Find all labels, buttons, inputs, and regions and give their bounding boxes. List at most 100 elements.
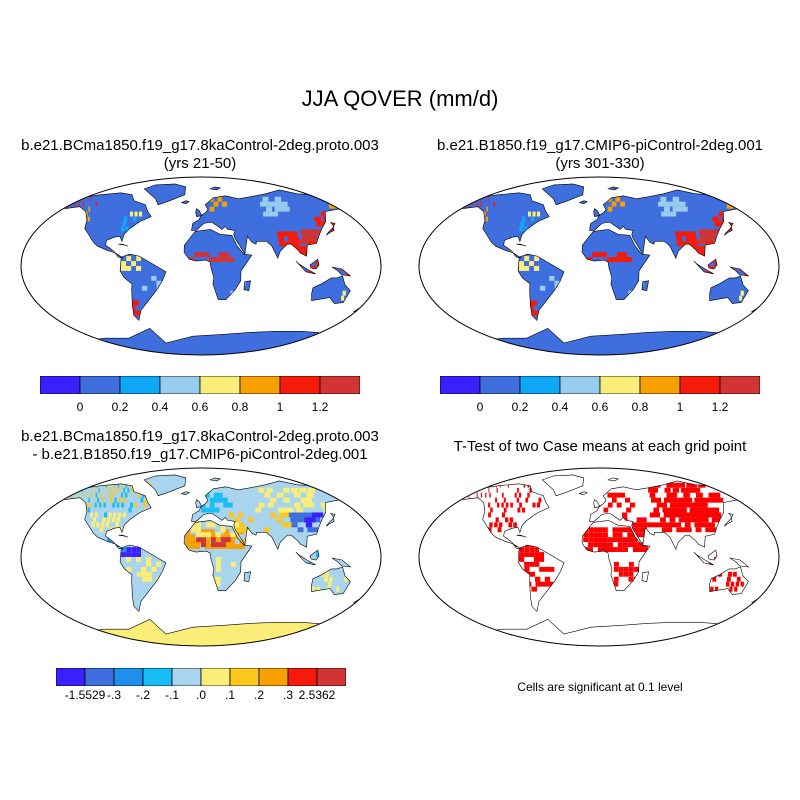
grid-cell <box>588 542 593 548</box>
grid-cell <box>653 507 660 513</box>
colorbar-swatch <box>279 376 321 394</box>
grid-cell <box>725 581 730 587</box>
grid-cell <box>539 566 545 572</box>
grid-cell <box>291 522 298 528</box>
grid-cell <box>502 512 505 518</box>
grid-cell <box>459 201 461 207</box>
colorbar-swatch <box>519 376 561 394</box>
grid-cell <box>672 206 679 212</box>
grid-cell <box>666 492 673 498</box>
grid-cell <box>732 571 737 577</box>
land-north-america <box>58 192 152 259</box>
grid-cell <box>224 529 230 535</box>
grid-cell <box>496 487 498 493</box>
map-border <box>418 176 780 356</box>
grid-cell <box>632 547 638 552</box>
grid-cell <box>205 522 211 528</box>
grid-cell <box>607 502 613 508</box>
grid-cell <box>114 497 117 503</box>
grid-cell <box>196 537 201 543</box>
grid-cell <box>626 507 632 513</box>
land-greenland <box>542 183 584 205</box>
grid-cell <box>209 502 215 508</box>
grid-cell <box>711 497 719 503</box>
grid-cell <box>660 196 667 202</box>
grid-cell <box>103 502 106 508</box>
grid-cell <box>735 193 745 199</box>
grid-cell <box>702 517 709 523</box>
grid-cell <box>97 497 99 503</box>
colorbar-swatch <box>40 376 81 394</box>
grid-cell <box>536 211 541 217</box>
grid-cell <box>487 527 492 533</box>
grid-cell <box>133 300 139 306</box>
grid-cell <box>661 211 667 217</box>
grid-cell <box>495 517 499 523</box>
grid-cell <box>731 198 740 204</box>
grid-cell <box>191 522 197 528</box>
grid-cell <box>488 487 490 493</box>
land-indonesia-a <box>693 552 714 565</box>
grid-cell <box>156 561 162 567</box>
grid-cell <box>583 537 589 543</box>
grid-cell <box>622 527 628 533</box>
grid-cell <box>637 542 643 548</box>
grid-cell <box>678 517 685 523</box>
grid-cell <box>708 229 715 235</box>
grid-cell <box>286 522 293 528</box>
coastline <box>517 544 565 613</box>
grid-cell <box>121 547 127 552</box>
grid-cell <box>476 492 478 498</box>
grid-cell <box>593 527 598 533</box>
grid-cell <box>712 492 721 498</box>
colorbar-swatch <box>599 376 641 394</box>
grid-cell <box>320 211 328 217</box>
grid-cell <box>110 487 113 493</box>
grid-cell <box>740 581 744 587</box>
land-new-guinea <box>332 267 351 276</box>
grid-cell <box>612 537 618 543</box>
grid-cell <box>505 517 509 523</box>
grid-cell <box>735 198 744 204</box>
grid-cell <box>612 532 618 538</box>
grid-cell <box>739 198 749 204</box>
grid-cell <box>196 527 201 533</box>
grid-cell <box>690 236 697 242</box>
grid-cell <box>205 492 210 498</box>
grid-cell <box>666 482 673 488</box>
grid-cell <box>603 507 609 513</box>
grid-cell <box>282 231 288 237</box>
panel3-colorbar-labels: -1.5529 -.3 -.2 -.1 .0 .1 .2 .3 2.5362 <box>56 688 346 704</box>
grid-cell <box>524 256 530 261</box>
grid-cell <box>696 502 704 508</box>
grid-cell <box>121 261 126 266</box>
grid-cell <box>684 231 691 237</box>
grid-cell <box>108 512 112 518</box>
grid-cell <box>649 512 656 518</box>
grid-cell <box>298 239 304 245</box>
grid-cell <box>698 251 704 257</box>
grid-cell <box>620 492 625 498</box>
grid-cell <box>623 571 629 577</box>
grid-cell <box>140 497 144 503</box>
coastline <box>581 520 651 591</box>
grid-cell <box>625 497 631 503</box>
grid-cell <box>712 229 720 235</box>
grid-cell <box>612 497 617 503</box>
grid-cell <box>134 502 138 508</box>
coastline <box>311 275 351 304</box>
grid-cell <box>99 527 104 533</box>
grid-cell <box>227 502 233 508</box>
grid-cell <box>210 507 215 513</box>
grid-cell <box>201 542 206 548</box>
grid-cell <box>196 522 201 528</box>
grid-cell <box>709 512 717 518</box>
grid-cell <box>260 201 266 207</box>
grid-cell <box>209 257 214 262</box>
grid-cell <box>231 561 236 567</box>
grid-cell <box>661 502 667 508</box>
colorbar-swatch <box>559 376 601 394</box>
grid-cell <box>337 193 347 199</box>
grid-cell <box>282 487 290 493</box>
grid-cell <box>734 586 738 592</box>
